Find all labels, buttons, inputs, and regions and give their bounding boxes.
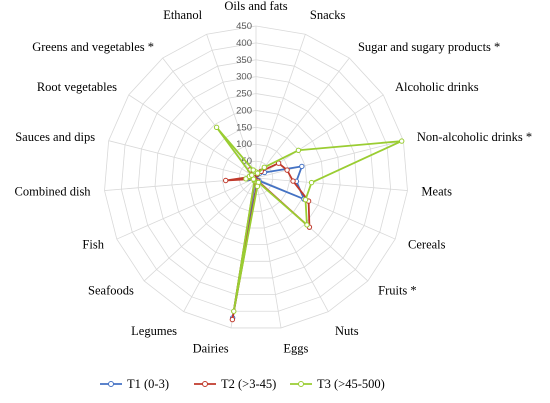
legend: T1 (0-3) T2 (>3-45) T3 (>45-500) bbox=[100, 377, 385, 391]
data-point bbox=[302, 197, 309, 203]
radar-grid bbox=[104, 25, 408, 329]
data-point bbox=[295, 147, 302, 153]
grid-ring bbox=[137, 59, 375, 296]
tick-label: 350 bbox=[236, 55, 252, 66]
category-label: Fruits * bbox=[378, 283, 417, 297]
category-label: Eggs bbox=[283, 342, 308, 356]
grid-spoke bbox=[255, 177, 408, 191]
grid-ring bbox=[120, 42, 392, 312]
data-point bbox=[290, 178, 296, 184]
data-point bbox=[254, 170, 261, 176]
data-point bbox=[399, 138, 405, 144]
series-group bbox=[213, 124, 405, 314]
grid-spoke bbox=[108, 140, 257, 179]
category-label: Legumes bbox=[131, 324, 177, 338]
data-point bbox=[213, 124, 220, 131]
grid-spoke bbox=[255, 140, 404, 179]
legend-marker bbox=[298, 381, 304, 387]
data-point bbox=[284, 167, 290, 173]
grid-ring bbox=[205, 126, 307, 229]
category-label: Seafoods bbox=[88, 283, 134, 297]
grid-spoke bbox=[183, 177, 257, 312]
grid-spoke bbox=[162, 57, 257, 179]
data-point bbox=[261, 164, 267, 171]
category-label: Combined dish bbox=[15, 185, 92, 199]
category-label: Dairies bbox=[193, 342, 229, 356]
data-point bbox=[223, 177, 229, 184]
grid-ring bbox=[188, 110, 324, 246]
legend-item: T2 (>3-45) bbox=[194, 377, 276, 391]
category-labels: Oils and fats Snacks Sugar and sugary prod… bbox=[15, 0, 533, 356]
grid-spoke bbox=[255, 34, 306, 179]
grid-spoke bbox=[255, 57, 350, 179]
series-layer bbox=[213, 124, 405, 323]
legend-label: T2 (>3-45) bbox=[221, 377, 276, 391]
category-label: Snacks bbox=[310, 8, 346, 22]
category-label: Non-alcoholic drinks * bbox=[417, 130, 532, 144]
legend-marker bbox=[108, 381, 114, 387]
tick-label: 100 bbox=[236, 139, 252, 150]
series-line bbox=[224, 162, 311, 321]
category-label: Fish bbox=[82, 238, 104, 252]
tick-label: 200 bbox=[236, 105, 252, 116]
category-label: Alcoholic drinks bbox=[395, 80, 479, 94]
tick-label: 300 bbox=[236, 72, 252, 83]
category-label: Nuts bbox=[335, 324, 359, 338]
data-point bbox=[249, 172, 255, 178]
legend-label: T1 (0-3) bbox=[127, 377, 169, 391]
category-label: Greens and vegetables * bbox=[32, 40, 154, 54]
data-point bbox=[308, 179, 315, 186]
data-point bbox=[299, 163, 305, 170]
category-label: Oils and fats bbox=[224, 0, 287, 13]
category-label: Sugar and sugary products * bbox=[358, 40, 500, 54]
tick-label: 250 bbox=[236, 89, 252, 100]
series-group bbox=[229, 163, 307, 321]
data-point bbox=[254, 183, 261, 190]
grid-spoke bbox=[128, 94, 257, 179]
grid-ring bbox=[154, 76, 358, 279]
category-label: Cereals bbox=[408, 238, 446, 252]
category-label: Sauces and dips bbox=[15, 130, 95, 144]
category-label: Ethanol bbox=[163, 8, 202, 22]
grid-spoke bbox=[116, 177, 257, 240]
legend-label: T3 (>45-500) bbox=[317, 377, 385, 391]
grid-spoke bbox=[255, 177, 329, 312]
legend-item: T3 (>45-500) bbox=[290, 377, 385, 391]
tick-label: 400 bbox=[236, 38, 252, 49]
grid-spoke bbox=[143, 177, 257, 282]
data-point bbox=[304, 222, 310, 228]
tick-label: 450 bbox=[236, 21, 252, 32]
legend-item: T1 (0-3) bbox=[100, 377, 169, 391]
grid-ring bbox=[171, 93, 341, 262]
grid-spoke bbox=[206, 34, 257, 179]
legend-marker bbox=[202, 381, 208, 387]
category-label: Meats bbox=[421, 185, 452, 199]
data-point bbox=[243, 176, 249, 182]
category-label: Root vegetables bbox=[37, 80, 117, 94]
data-point bbox=[229, 316, 236, 323]
tick-label: 150 bbox=[236, 122, 252, 133]
grid-spoke bbox=[255, 177, 282, 328]
grid-ring bbox=[104, 25, 408, 329]
data-point bbox=[231, 308, 237, 314]
grid-ring bbox=[221, 143, 291, 212]
data-point bbox=[250, 167, 256, 173]
